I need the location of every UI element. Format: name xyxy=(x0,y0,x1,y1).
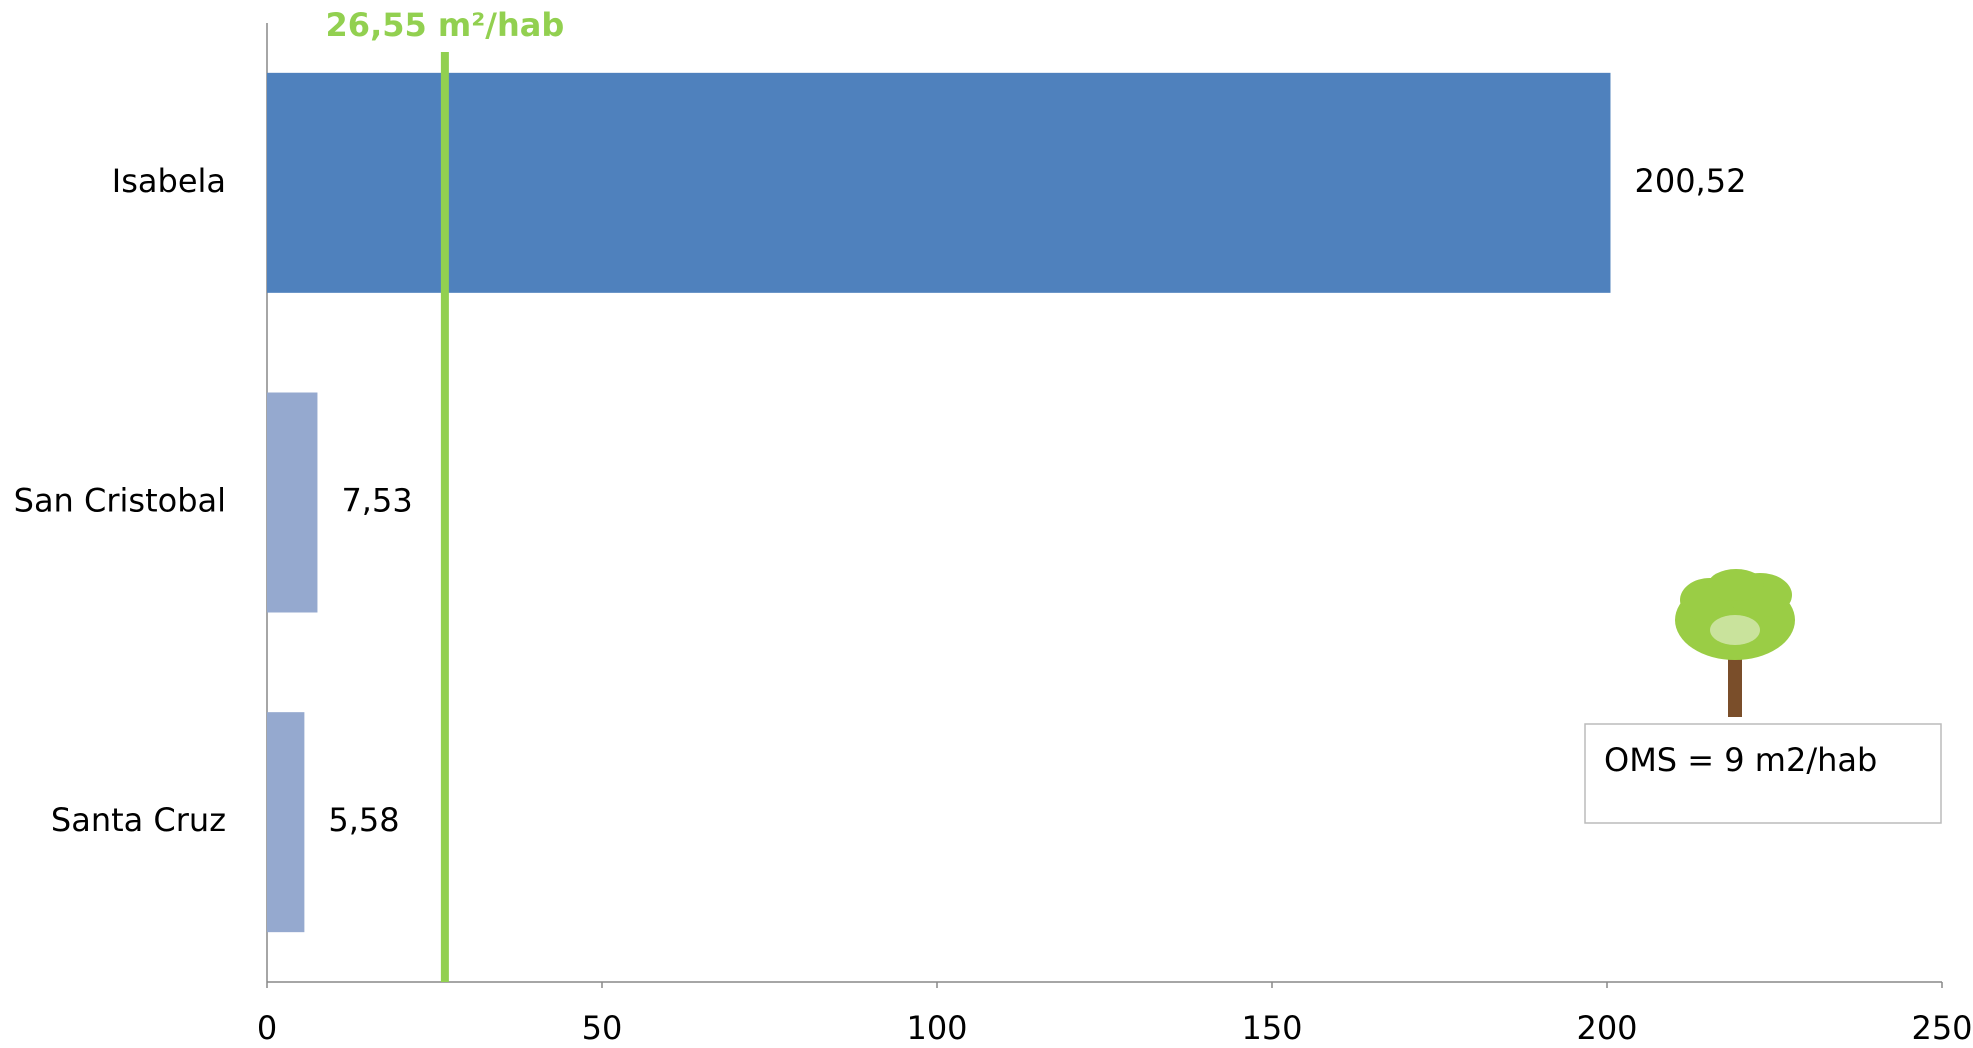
annotation-box xyxy=(1584,723,1942,824)
value-label: 5,58 xyxy=(328,801,399,839)
x-tick-label: 100 xyxy=(906,1009,967,1047)
reference-label: 26,55 m²/hab xyxy=(326,6,565,44)
y-tick-label: San Cristobal xyxy=(14,482,226,520)
x-tick-label: 150 xyxy=(1241,1009,1302,1047)
x-tick-label: 250 xyxy=(1911,1009,1972,1047)
tree-icon xyxy=(1675,569,1795,717)
value-label: 200,52 xyxy=(1634,162,1746,200)
bar xyxy=(267,392,318,613)
annotation: OMS = 9 m2/hab xyxy=(1604,741,1877,779)
x-tick-label: 200 xyxy=(1576,1009,1637,1047)
value-label: 7,53 xyxy=(341,482,412,520)
bar xyxy=(267,72,1611,293)
x-tick-label: 50 xyxy=(582,1009,623,1047)
bar xyxy=(267,712,305,933)
y-tick-label: Isabela xyxy=(112,162,226,200)
y-tick-label: Santa Cruz xyxy=(51,801,226,839)
x-tick-label: 0 xyxy=(257,1009,277,1047)
